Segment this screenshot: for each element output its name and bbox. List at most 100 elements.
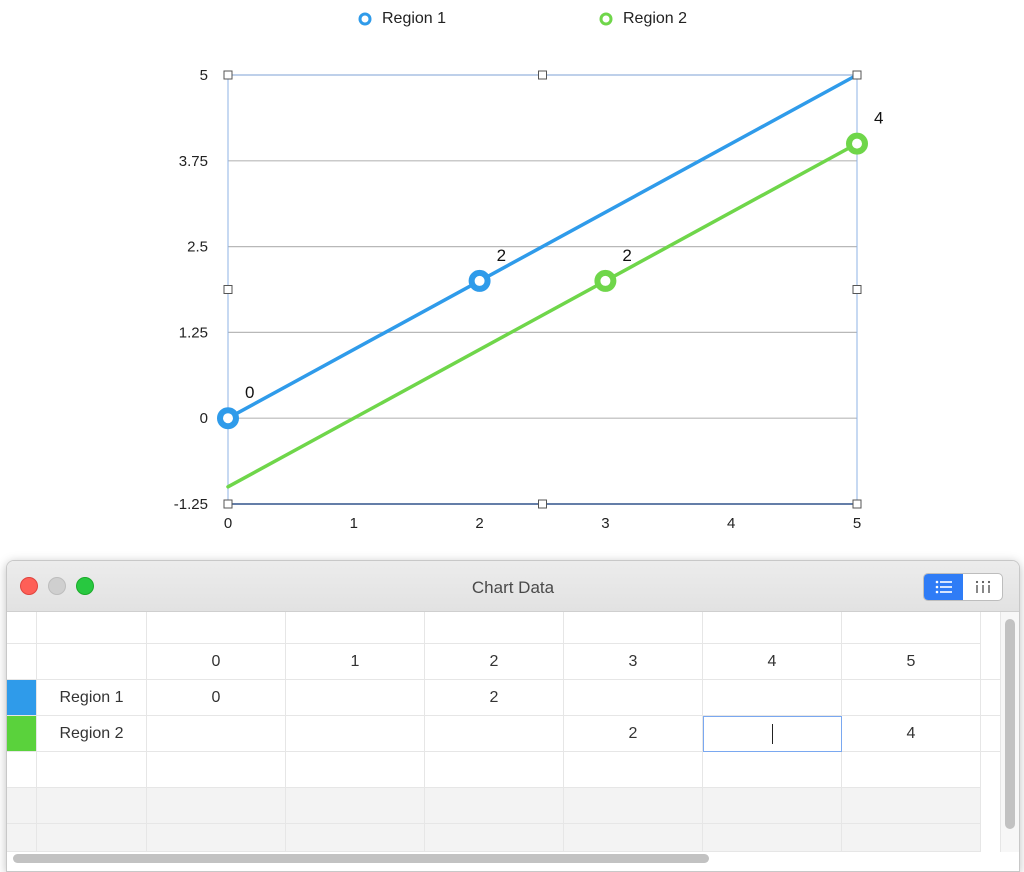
column-header-cell[interactable]: 5 — [842, 644, 981, 680]
column-header-cell[interactable]: 3 — [564, 644, 703, 680]
grid-cell[interactable] — [842, 788, 981, 824]
columns-icon — [975, 580, 990, 593]
grid-cell[interactable] — [7, 788, 37, 824]
series-color-swatch[interactable] — [7, 680, 37, 716]
data-point — [217, 407, 239, 430]
grid-cell[interactable] — [7, 612, 37, 644]
grid-cell[interactable] — [37, 788, 147, 824]
resize-handle[interactable] — [852, 70, 862, 80]
grid-cell[interactable] — [286, 788, 425, 824]
legend-item-region-1[interactable]: Region 1 — [358, 10, 446, 28]
grid-cell[interactable] — [703, 788, 842, 824]
resize-handle[interactable] — [852, 285, 862, 294]
series-color-swatch[interactable] — [7, 716, 37, 752]
grid-cell[interactable] — [842, 752, 981, 788]
active-edit-cell[interactable] — [703, 716, 842, 752]
grid-cell[interactable] — [564, 612, 703, 644]
grid-cell[interactable] — [425, 788, 564, 824]
resize-handle[interactable] — [538, 70, 547, 80]
grid-cell[interactable] — [7, 644, 37, 680]
zoom-button[interactable] — [76, 577, 94, 595]
column-header-cell[interactable]: 2 — [425, 644, 564, 680]
grid-cell[interactable] — [564, 752, 703, 788]
column-view-icon[interactable] — [963, 574, 1002, 600]
data-cell[interactable]: 4 — [842, 716, 981, 752]
grid-cell[interactable] — [147, 824, 286, 852]
grid-cell[interactable] — [286, 612, 425, 644]
grid-cell[interactable] — [425, 752, 564, 788]
resize-handle[interactable] — [538, 499, 547, 509]
data-cell[interactable] — [425, 716, 564, 752]
grid-cell[interactable] — [703, 612, 842, 644]
data-cell[interactable]: 2 — [564, 716, 703, 752]
grid-cell[interactable] — [703, 824, 842, 852]
y-tick-label: 3.75 — [179, 153, 208, 170]
x-tick-label: 5 — [853, 515, 861, 532]
legend-item-region-2[interactable]: Region 2 — [599, 10, 687, 28]
grid-cell[interactable] — [37, 612, 147, 644]
legend-marker-region-1 — [358, 12, 372, 26]
window-titlebar[interactable]: Chart Data — [7, 561, 1019, 612]
grid-cell[interactable] — [37, 752, 147, 788]
horizontal-scrollbar[interactable] — [13, 854, 709, 863]
column-header-cell[interactable]: 1 — [286, 644, 425, 680]
grid-cell[interactable] — [564, 788, 703, 824]
grid-cell[interactable] — [564, 824, 703, 852]
grid-cell[interactable] — [147, 788, 286, 824]
list-view-icon[interactable] — [924, 574, 963, 600]
grid-cell[interactable] — [286, 752, 425, 788]
grid-cell[interactable] — [981, 644, 1001, 680]
resize-handle[interactable] — [223, 285, 233, 294]
x-tick-label: 4 — [727, 515, 735, 532]
legend-label-region-1: Region 1 — [382, 10, 447, 27]
grid-cell[interactable] — [842, 612, 981, 644]
row-label-cell[interactable]: Region 2 — [37, 716, 147, 752]
grid-cell[interactable] — [286, 824, 425, 852]
grid-cell[interactable] — [7, 824, 37, 852]
grid-cell[interactable] — [981, 680, 1001, 716]
resize-handle[interactable] — [223, 499, 233, 509]
chart-area[interactable]: Region 1 Region 2 5 3.75 2.5 1.25 0 -1.25 0 1 2 3… — [0, 0, 1024, 545]
resize-handle[interactable] — [852, 499, 862, 509]
grid-cell[interactable] — [703, 752, 842, 788]
grid-cell[interactable] — [842, 824, 981, 852]
data-cell[interactable] — [842, 680, 981, 716]
column-header-cell[interactable]: 4 — [703, 644, 842, 680]
data-cell[interactable]: 2 — [425, 680, 564, 716]
grid-cell[interactable] — [37, 824, 147, 852]
data-cell[interactable] — [703, 680, 842, 716]
close-button[interactable] — [20, 577, 38, 595]
grid-cell[interactable] — [981, 716, 1001, 752]
x-tick-label: 0 — [224, 515, 232, 532]
vertical-scrollbar[interactable] — [1005, 619, 1015, 829]
data-cell[interactable] — [286, 716, 425, 752]
data-cell[interactable] — [147, 716, 286, 752]
data-cell[interactable] — [286, 680, 425, 716]
data-cell[interactable]: 0 — [147, 680, 286, 716]
x-tick-label: 1 — [350, 515, 358, 532]
data-label: 4 — [874, 109, 883, 128]
y-tick-label: 0 — [200, 410, 208, 427]
row-label-cell[interactable]: Region 1 — [37, 680, 147, 716]
data-cell[interactable] — [564, 680, 703, 716]
grid-cell[interactable] — [147, 612, 286, 644]
y-tick-label: 2.5 — [187, 239, 208, 256]
header-corner-cell[interactable] — [37, 644, 147, 680]
selection-frame — [227, 74, 858, 505]
x-tick-label: 3 — [601, 515, 609, 532]
grid-cell[interactable] — [147, 752, 286, 788]
grid-cell[interactable] — [425, 612, 564, 644]
minimize-button[interactable] — [48, 577, 66, 595]
data-point — [594, 269, 617, 292]
grid-cell[interactable] — [7, 752, 37, 788]
view-toggle — [923, 573, 1003, 601]
chart-legend: Region 1 Region 2 — [0, 10, 1024, 34]
grid-cell[interactable] — [425, 824, 564, 852]
column-header-cell[interactable]: 0 — [147, 644, 286, 680]
data-label: 2 — [622, 246, 631, 265]
text-caret — [772, 724, 773, 744]
data-point — [846, 132, 868, 155]
resize-handle[interactable] — [223, 70, 233, 80]
